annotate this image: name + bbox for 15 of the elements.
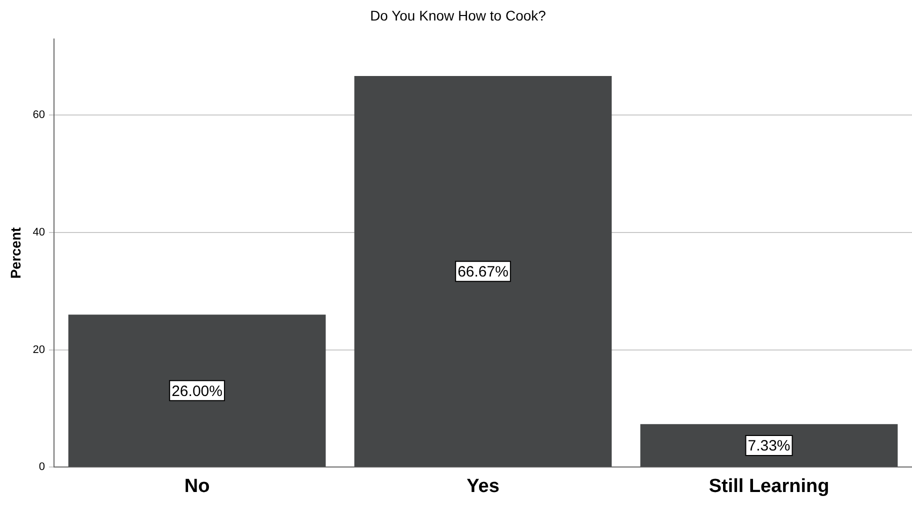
- x-tick-label: No: [184, 476, 210, 497]
- y-tick-label: 0: [38, 461, 46, 474]
- bar: [354, 76, 612, 467]
- data-label: 66.67%: [458, 263, 508, 280]
- chart-title: Do You Know How to Cook?: [370, 7, 546, 24]
- y-tick-label: 20: [32, 344, 46, 356]
- bar: [68, 314, 326, 467]
- data-label: 26.00%: [172, 382, 222, 400]
- data-label: 7.33%: [748, 438, 790, 455]
- y-tick-label: 60: [32, 109, 46, 122]
- x-tick-label: Yes: [466, 476, 500, 497]
- y-axis-title: Percent: [7, 226, 24, 279]
- bar: [640, 424, 898, 467]
- y-tick-label: 40: [32, 226, 46, 238]
- x-tick-label: Still Learning: [708, 476, 830, 497]
